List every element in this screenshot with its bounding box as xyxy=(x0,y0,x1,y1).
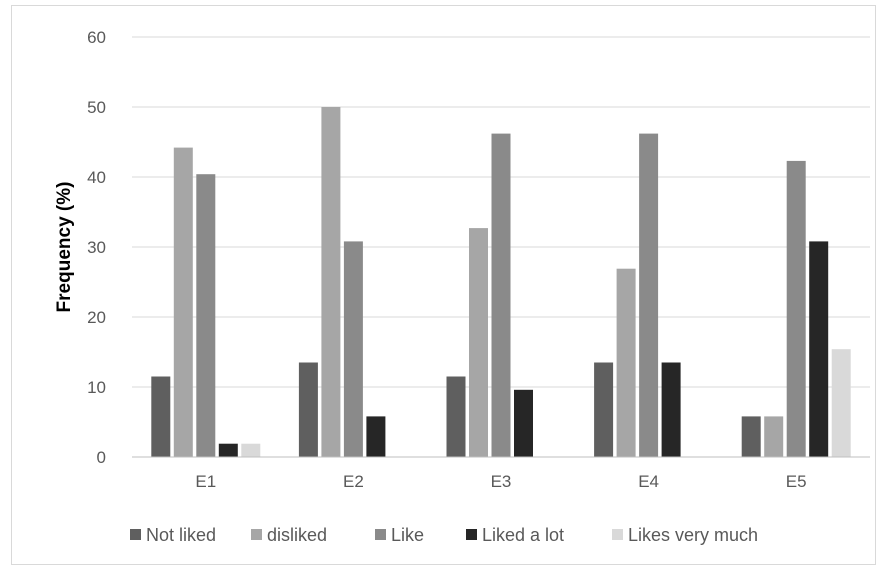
legend-swatch xyxy=(466,529,477,540)
bar-e1-series-4 xyxy=(218,443,238,457)
x-tick-label: E5 xyxy=(786,472,807,491)
x-tick-label: E2 xyxy=(343,472,364,491)
bar-e1-series-1 xyxy=(151,376,171,457)
bar-e4-series-4 xyxy=(661,362,681,457)
bar-e2-series-4 xyxy=(366,416,386,457)
y-tick-label: 0 xyxy=(97,448,106,467)
y-tick-label: 20 xyxy=(87,308,106,327)
bar-e3-series-4 xyxy=(514,389,533,457)
bar-e4-series-1 xyxy=(594,362,614,457)
bars xyxy=(151,107,851,457)
legend-label: disliked xyxy=(267,525,327,545)
legend-swatch xyxy=(612,529,623,540)
bar-e5-series-4 xyxy=(809,241,829,457)
legend-label: Likes very much xyxy=(628,525,758,545)
bar-e1-series-2 xyxy=(173,147,193,457)
y-tick-label: 10 xyxy=(87,378,106,397)
bar-e2-series-2 xyxy=(321,107,341,457)
bar-e2-series-3 xyxy=(343,241,363,457)
y-tick-label: 50 xyxy=(87,98,106,117)
x-tick-label: E3 xyxy=(491,472,512,491)
y-axis-title: Frequency (%) xyxy=(54,182,75,313)
bar-e4-series-3 xyxy=(639,133,659,457)
bar-e2-series-1 xyxy=(298,362,318,457)
x-tick-label: E1 xyxy=(195,472,216,491)
bar-e5-series-2 xyxy=(764,416,784,457)
chart-frame xyxy=(11,5,876,565)
bar-e5-series-1 xyxy=(741,416,761,457)
legend: Not liked disliked Like Liked a lot Likes ve… xyxy=(130,525,758,545)
legend-swatch xyxy=(251,529,262,540)
bar-e5-series-5 xyxy=(831,349,851,457)
bar-e1-series-5 xyxy=(241,443,261,457)
bar-e3-series-3 xyxy=(491,133,511,457)
bar-e1-series-3 xyxy=(196,174,216,457)
y-tick-label: 60 xyxy=(87,28,106,47)
legend-label: Like xyxy=(391,525,424,545)
legend-swatch xyxy=(375,529,386,540)
bar-e4-series-2 xyxy=(616,268,636,457)
gridlines xyxy=(132,36,870,388)
bar-e3-series-2 xyxy=(469,228,488,457)
y-tick-label: 30 xyxy=(87,238,106,257)
axes: 0 10 20 30 40 50 60 E1 E2 E3 E4 E5 xyxy=(87,28,870,491)
bar-e3-series-1 xyxy=(446,376,466,457)
y-tick-label: 40 xyxy=(87,168,106,187)
bar-e5-series-3 xyxy=(786,160,806,457)
legend-label: Not liked xyxy=(146,525,216,545)
legend-swatch xyxy=(130,529,141,540)
legend-label: Liked a lot xyxy=(482,525,564,545)
x-tick-label: E4 xyxy=(638,472,659,491)
